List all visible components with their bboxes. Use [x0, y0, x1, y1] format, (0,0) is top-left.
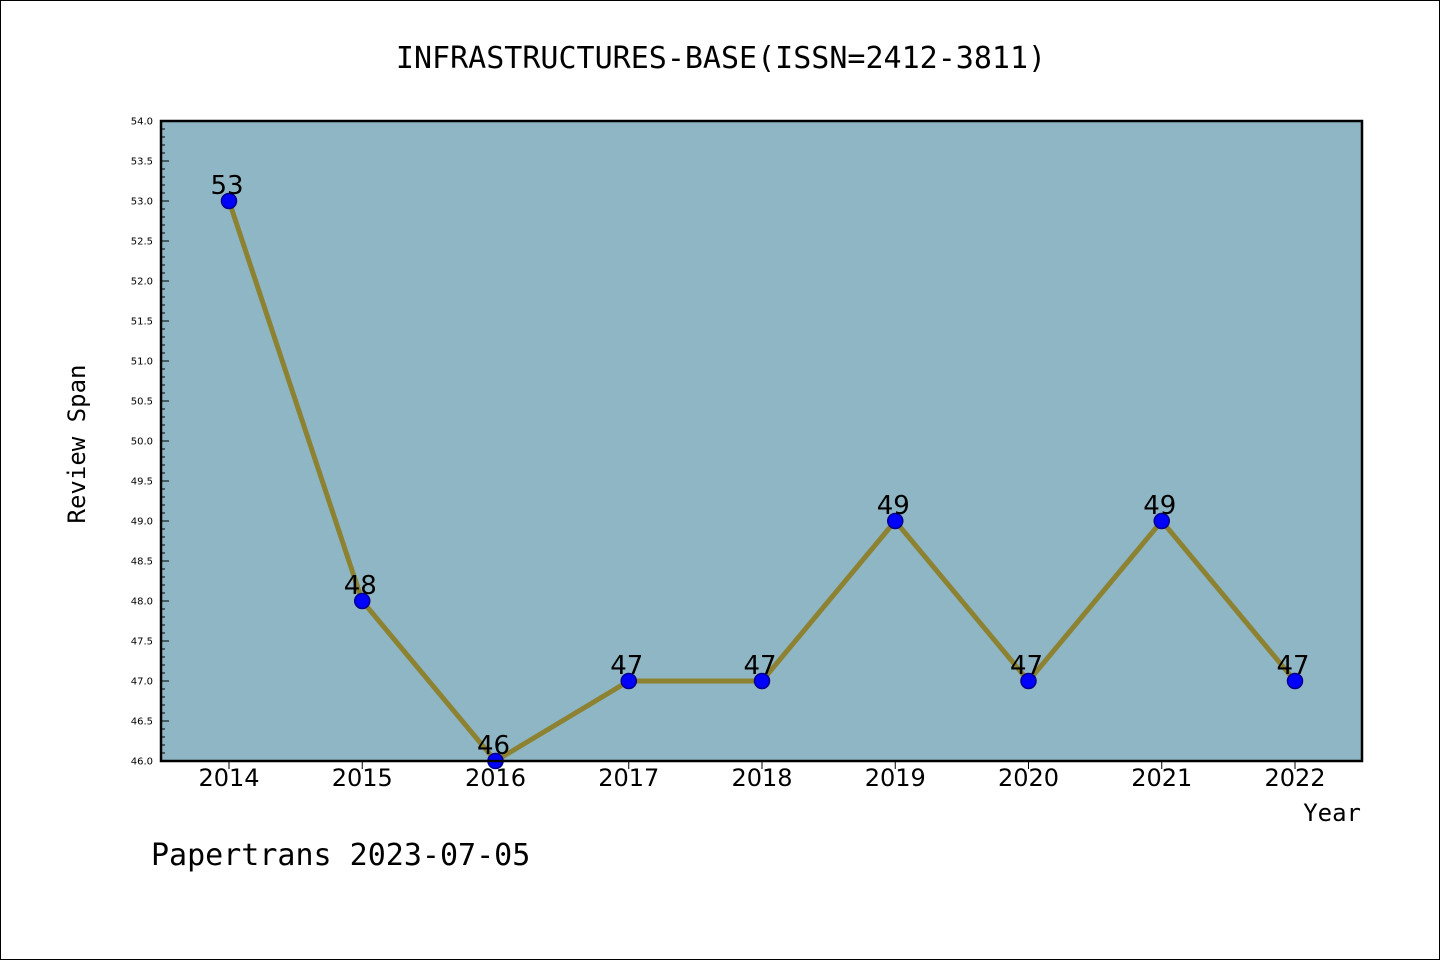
x-tick-label: 2018 — [731, 764, 792, 792]
data-point — [1286, 672, 1304, 690]
y-tick-label: 52.5 — [131, 237, 153, 248]
y-tick-label: 48.0 — [131, 597, 153, 608]
data-label: 53 — [210, 171, 243, 201]
x-tick-label: 2017 — [598, 764, 659, 792]
y-tick-label: 49.0 — [131, 517, 153, 528]
plot-border — [159, 119, 1364, 763]
chart-title: INFRASTRUCTURES-BASE(ISSN=2412-3811) — [396, 41, 1046, 76]
y-tick-label: 50.5 — [131, 397, 153, 408]
y-tick-label: 46.0 — [131, 757, 153, 768]
data-label: 47 — [1010, 651, 1043, 681]
data-label: 47 — [1276, 651, 1309, 681]
plot-area — [161, 121, 1362, 761]
data-label: 49 — [1143, 491, 1176, 521]
data-label: 47 — [610, 651, 643, 681]
data-point — [887, 512, 904, 530]
data-label: 46 — [477, 731, 510, 761]
x-tick-label: 2020 — [998, 764, 1059, 792]
x-axis: 2014 2015 2016 2017 2018 2019 2020 2021 2022 — [198, 761, 1326, 792]
y-tick-label: 49.5 — [131, 477, 153, 488]
x-tick-label: 2022 — [1264, 764, 1325, 792]
y-tick-label: 47.5 — [131, 637, 153, 648]
y-tick-label: 51.5 — [131, 317, 153, 328]
x-tick-label: 2014 — [198, 764, 259, 792]
y-tick-label: 47.0 — [131, 677, 153, 688]
x-tick-label: 2019 — [865, 764, 926, 792]
x-axis-label: Year — [1303, 799, 1361, 827]
y-axis: 46.0 46.5 47.0 47.5 48.0 48.5 49.0 49.5 50.0 50.5… — [131, 117, 169, 768]
data-label: 47 — [743, 651, 776, 681]
data-point — [620, 672, 637, 690]
x-tick-label: 2021 — [1131, 764, 1192, 792]
data-point — [354, 592, 371, 610]
y-tick-label: 54.0 — [131, 117, 153, 128]
data-point — [1153, 512, 1170, 530]
data-point — [753, 672, 771, 690]
data-label: 48 — [344, 571, 377, 601]
series-review-span — [220, 192, 1304, 770]
y-tick-label: 51.0 — [131, 357, 153, 368]
footer-text: Papertrans 2023-07-05 — [151, 838, 530, 873]
y-tick-label: 48.5 — [131, 557, 153, 568]
y-tick-label: 46.5 — [131, 717, 153, 728]
x-tick-label: 2015 — [332, 764, 393, 792]
data-point — [220, 192, 238, 210]
y-tick-label: 53.5 — [131, 157, 153, 168]
y-tick-label: 50.0 — [131, 437, 153, 448]
y-tick-label: 53.0 — [131, 197, 153, 208]
data-point — [1020, 672, 1037, 690]
data-labels: 53 48 46 47 47 49 47 49 47 — [210, 171, 1309, 761]
y-tick-label: 52.0 — [131, 277, 153, 288]
y-axis-label: Review Span — [63, 365, 91, 524]
data-label: 49 — [877, 491, 910, 521]
